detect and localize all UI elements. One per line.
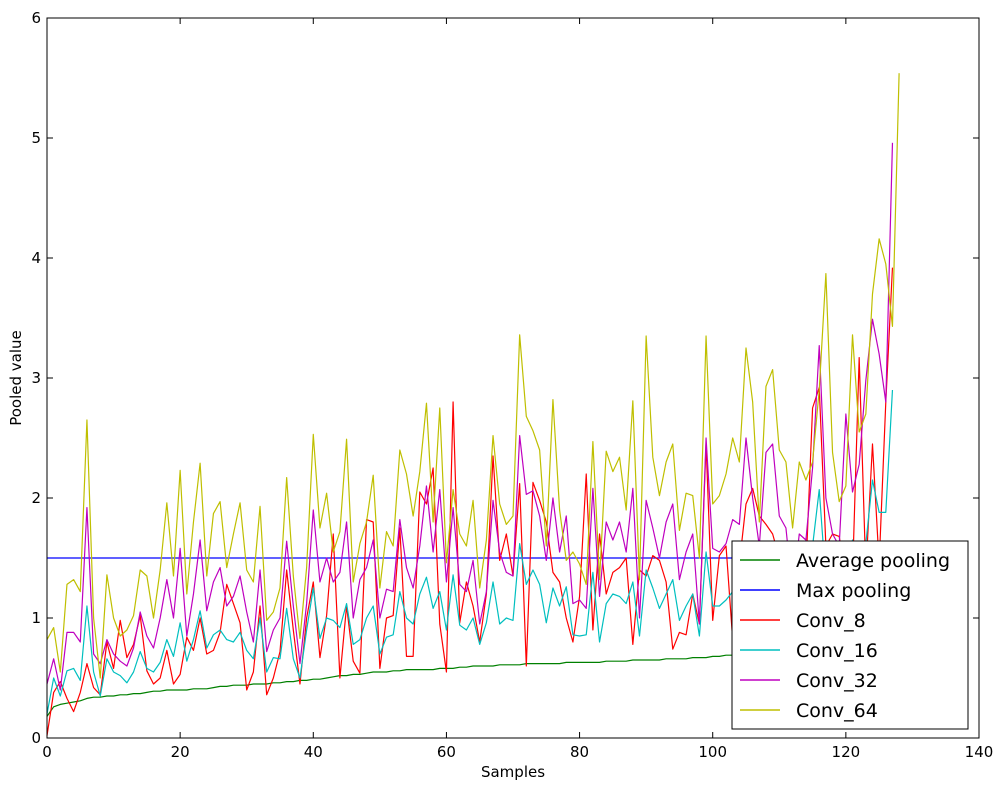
series-line-conv-64 bbox=[46, 73, 900, 679]
legend-box bbox=[731, 540, 969, 730]
x-tick-label: 60 bbox=[437, 743, 456, 761]
y-tick-label: 3 bbox=[31, 369, 41, 387]
legend: Average pooling Max pooling Conv_8 Conv_16 C… bbox=[731, 540, 969, 730]
legend-label: Conv_8 bbox=[796, 610, 866, 632]
y-tick-label: 6 bbox=[31, 9, 41, 27]
x-tick-label: 40 bbox=[304, 743, 323, 761]
y-tick-label: 4 bbox=[31, 249, 41, 267]
y-tick-label: 5 bbox=[31, 129, 41, 147]
series-lines bbox=[46, 73, 900, 736]
y-tick-label: 2 bbox=[31, 489, 41, 507]
legend-label: Average pooling bbox=[796, 550, 950, 572]
x-tick-label: 80 bbox=[570, 743, 589, 761]
y-tick-label: 1 bbox=[31, 609, 41, 627]
x-tick-label: 0 bbox=[42, 743, 52, 761]
legend-label: Max pooling bbox=[796, 580, 911, 602]
legend-label: Conv_32 bbox=[796, 670, 878, 692]
x-tick-label: 120 bbox=[832, 743, 861, 761]
series-line-conv-32 bbox=[46, 142, 894, 691]
legend-label: Conv_64 bbox=[796, 700, 878, 722]
x-axis-title: Samples bbox=[481, 763, 545, 781]
legend-label: Conv_16 bbox=[796, 640, 878, 662]
axis-ticks: 0 20 40 60 80 100 120 140 0 1 2 3 4 5 6 bbox=[31, 9, 993, 761]
x-tick-label: 100 bbox=[698, 743, 727, 761]
x-tick-label: 140 bbox=[965, 743, 994, 761]
y-tick-label: 0 bbox=[31, 729, 41, 747]
y-axis-title: Pooled value bbox=[7, 330, 25, 426]
x-tick-label: 20 bbox=[171, 743, 190, 761]
